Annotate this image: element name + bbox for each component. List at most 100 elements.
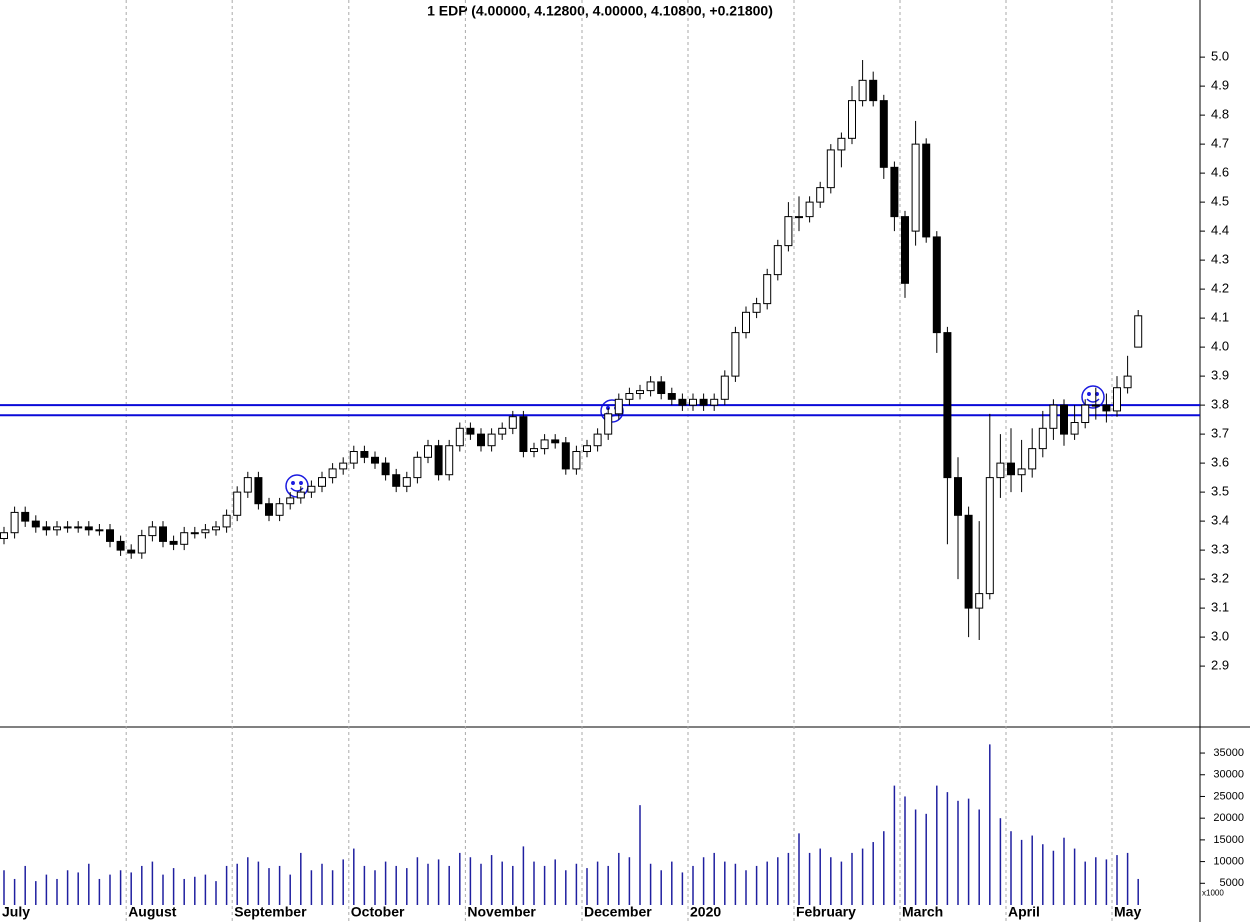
candle-body <box>699 398 708 406</box>
candle-body <box>53 526 61 531</box>
x-tick-label: September <box>234 904 307 920</box>
candle-body <box>530 448 538 453</box>
candle-body <box>572 451 581 470</box>
candle-body <box>148 526 157 537</box>
candle-body <box>508 416 517 429</box>
candle-body <box>614 398 623 415</box>
candle-body <box>424 445 432 458</box>
candle-body <box>996 462 1005 479</box>
candle-body <box>106 529 114 542</box>
candle-body <box>1028 448 1037 470</box>
candle-body <box>911 143 920 232</box>
candle-body <box>190 532 199 535</box>
candle-body <box>318 477 326 487</box>
candle-body <box>763 274 772 305</box>
candle-body <box>551 439 560 444</box>
candle-body <box>487 433 496 447</box>
candle-body <box>137 535 146 554</box>
candle-body <box>1113 387 1121 412</box>
candle-body <box>1123 375 1132 389</box>
volume-tick-label: 5000 <box>1220 877 1244 889</box>
candle-body <box>127 549 136 554</box>
x-tick-label: 2020 <box>690 904 721 920</box>
candle-body <box>31 520 40 528</box>
candle-body <box>1091 404 1100 407</box>
x-tick-label: August <box>128 904 177 920</box>
candle-body <box>625 393 634 400</box>
candle-body <box>636 390 644 395</box>
candle-body <box>773 245 782 276</box>
candle-body <box>349 451 358 464</box>
candle-body <box>646 381 655 392</box>
candle-body <box>307 485 316 493</box>
candle-body <box>593 433 602 447</box>
candle-body <box>296 491 305 499</box>
candle-body <box>243 477 252 493</box>
y-tick-label: 3.1 <box>1211 600 1229 615</box>
candle-body <box>275 503 284 516</box>
candle-body <box>752 303 761 313</box>
candle-body <box>826 149 835 189</box>
y-tick-label: 4.8 <box>1211 107 1229 122</box>
y-tick-label: 3.8 <box>1211 397 1229 412</box>
y-tick-label: 3.5 <box>1211 484 1229 499</box>
candle-body <box>710 398 719 406</box>
y-tick-label: 4.9 <box>1211 78 1229 93</box>
candle-body <box>339 462 348 470</box>
candle-body <box>869 79 878 102</box>
x-tick-label: April <box>1008 904 1040 920</box>
candle-body <box>1038 427 1047 450</box>
candle-body <box>540 439 549 450</box>
candle-body <box>212 526 220 531</box>
candle-body <box>265 503 273 516</box>
y-tick-label: 3.2 <box>1211 571 1229 586</box>
candle-body <box>95 529 104 532</box>
candle-body <box>159 526 167 542</box>
candle-body <box>678 398 687 406</box>
candle-body <box>169 540 178 545</box>
volume-tick-label: 15000 <box>1213 834 1244 846</box>
candle-body <box>795 216 803 219</box>
candle-body <box>371 456 379 464</box>
volume-tick-label: 25000 <box>1213 790 1244 802</box>
candle-body <box>254 477 263 505</box>
candle-body <box>901 216 909 284</box>
candle-body <box>477 433 485 447</box>
y-tick-label: 4.1 <box>1211 310 1229 325</box>
candle-body <box>434 445 443 476</box>
candle-body <box>816 187 825 203</box>
candle-body <box>1081 404 1090 424</box>
candle-body <box>466 427 475 435</box>
candle-body <box>445 445 454 476</box>
x-tick-label: November <box>467 904 536 920</box>
volume-tick-label: 10000 <box>1213 855 1244 867</box>
candle-body <box>42 526 51 531</box>
candle-body <box>233 491 242 516</box>
candle-body <box>402 477 411 487</box>
x-tick-label: March <box>902 904 943 920</box>
candle-body <box>455 427 464 447</box>
candle-body <box>1007 462 1015 476</box>
y-tick-label: 3.7 <box>1211 426 1229 441</box>
y-tick-label: 2.9 <box>1211 658 1229 673</box>
x-tick-label: May <box>1114 904 1141 920</box>
candle-body <box>720 375 729 400</box>
candle-body <box>222 514 231 528</box>
candle-body <box>583 445 591 453</box>
y-tick-label: 3.6 <box>1211 455 1229 470</box>
candle-body <box>604 413 613 435</box>
candle-body <box>689 398 697 406</box>
candle-body <box>837 137 846 151</box>
candle-body <box>1134 315 1143 348</box>
candle-body <box>667 393 676 400</box>
candle-body <box>74 526 83 529</box>
candle-body <box>413 456 422 479</box>
candle-body <box>328 468 337 479</box>
candle-body <box>1070 422 1079 435</box>
y-tick-label: 4.7 <box>1211 136 1229 151</box>
candle-body <box>858 79 867 102</box>
candle-body <box>731 332 740 377</box>
volume-tick-label: 35000 <box>1213 747 1244 759</box>
